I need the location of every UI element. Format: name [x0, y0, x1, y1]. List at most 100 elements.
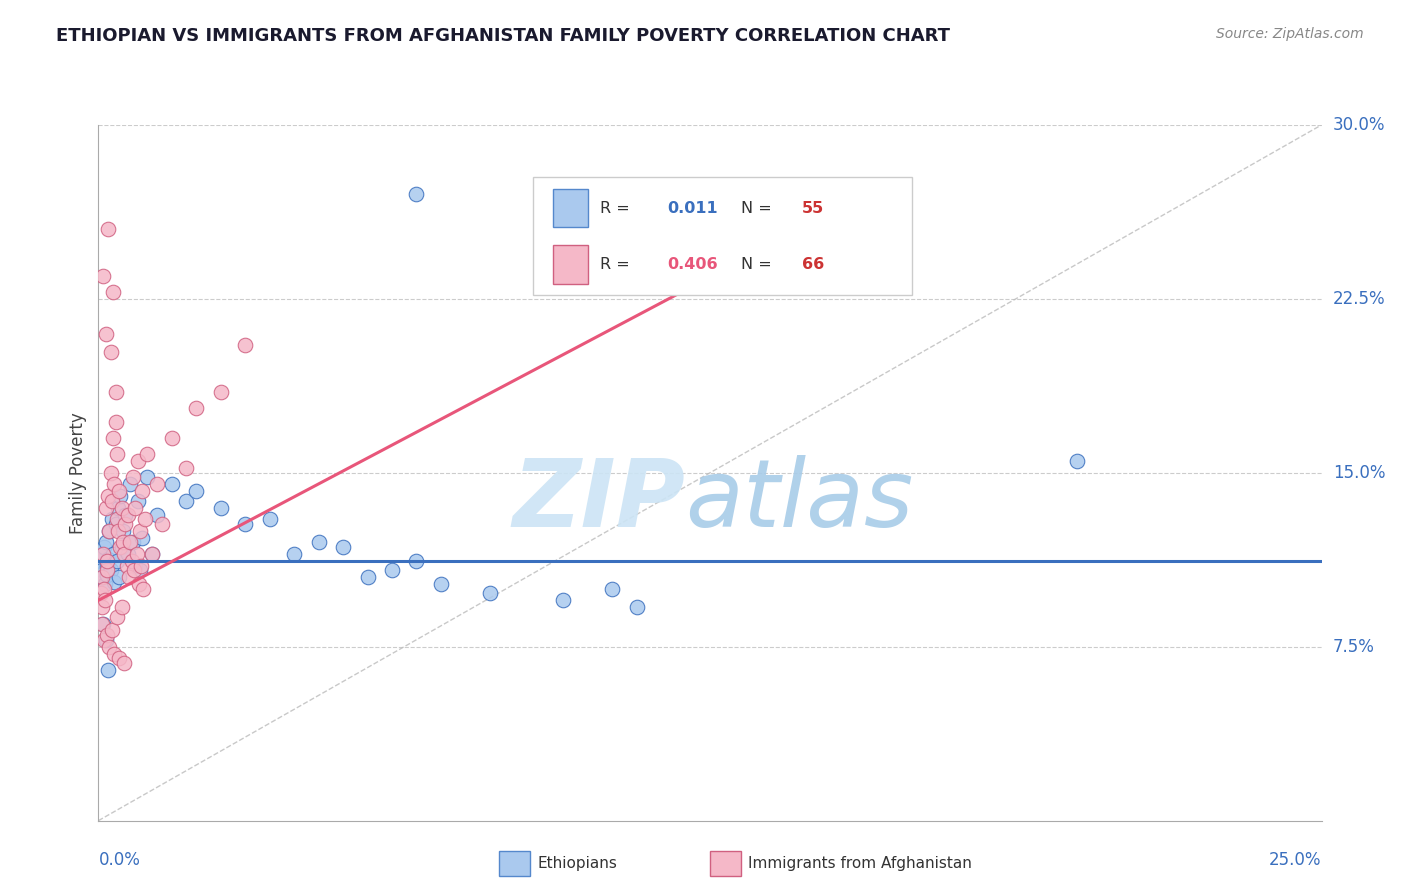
Point — [100, 493, 122, 508]
Point — [381, 563, 404, 577]
Point — [94, 326, 117, 341]
Point — [98, 524, 121, 538]
Point — [103, 647, 125, 661]
Point — [110, 489, 132, 503]
Text: Source: ZipAtlas.com: Source: ZipAtlas.com — [1216, 27, 1364, 41]
Point — [94, 632, 117, 647]
Point — [430, 577, 453, 591]
Point — [121, 470, 143, 484]
Text: 15.0%: 15.0% — [1333, 464, 1385, 482]
Text: 22.5%: 22.5% — [1333, 290, 1385, 308]
Point — [129, 563, 152, 577]
Point — [105, 554, 128, 568]
Point — [94, 577, 117, 591]
Point — [114, 516, 136, 531]
Point — [176, 461, 198, 475]
Text: 0.406: 0.406 — [668, 257, 718, 272]
Point — [93, 632, 115, 647]
Point — [111, 535, 134, 549]
Text: N =: N = — [741, 257, 776, 272]
Point — [101, 285, 124, 299]
Point — [600, 582, 623, 596]
Point — [98, 640, 121, 654]
Point — [100, 345, 122, 359]
Text: 66: 66 — [801, 257, 824, 272]
Point — [114, 508, 136, 522]
Point — [108, 484, 131, 499]
Y-axis label: Family Poverty: Family Poverty — [69, 412, 87, 533]
Point — [117, 508, 139, 522]
Point — [124, 558, 146, 573]
Point — [96, 558, 118, 573]
Point — [134, 512, 156, 526]
Point — [94, 593, 117, 607]
Point — [104, 384, 127, 399]
Point — [100, 563, 122, 577]
Point — [332, 540, 354, 554]
Point — [93, 582, 115, 596]
Point — [90, 554, 112, 568]
Point — [111, 524, 134, 538]
Point — [122, 563, 145, 577]
Point — [90, 570, 112, 584]
Point — [121, 535, 143, 549]
Text: 30.0%: 30.0% — [1333, 116, 1385, 134]
Point — [129, 524, 152, 538]
Point — [120, 477, 142, 491]
Point — [91, 547, 114, 561]
Point — [93, 540, 115, 554]
Point — [283, 547, 305, 561]
Point — [105, 512, 128, 526]
Point — [141, 547, 163, 561]
Point — [160, 431, 183, 445]
Point — [91, 616, 114, 631]
Point — [105, 609, 128, 624]
Text: Ethiopians: Ethiopians — [537, 856, 617, 871]
Point — [97, 551, 120, 566]
Point — [112, 656, 135, 670]
Text: ZIP: ZIP — [513, 455, 686, 547]
Point — [127, 493, 149, 508]
Point — [233, 338, 256, 352]
Point — [117, 547, 139, 561]
Text: ETHIOPIAN VS IMMIGRANTS FROM AFGHANISTAN FAMILY POVERTY CORRELATION CHART: ETHIOPIAN VS IMMIGRANTS FROM AFGHANISTAN… — [56, 27, 950, 45]
Point — [186, 401, 208, 415]
Point — [150, 516, 173, 531]
Point — [115, 558, 138, 573]
Point — [91, 268, 114, 283]
Point — [405, 187, 427, 202]
Point — [96, 628, 118, 642]
Point — [96, 563, 118, 577]
Point — [209, 500, 232, 515]
Point — [131, 558, 153, 573]
Point — [97, 222, 120, 236]
Point — [111, 540, 134, 554]
Point — [125, 547, 148, 561]
Point — [105, 447, 128, 461]
Point — [101, 624, 124, 638]
Point — [118, 570, 141, 584]
Point — [91, 570, 114, 584]
Point — [97, 489, 120, 503]
Point — [141, 547, 163, 561]
Point — [176, 493, 198, 508]
Point — [108, 651, 131, 665]
Point — [405, 554, 427, 568]
Point — [127, 454, 149, 468]
Point — [136, 470, 159, 484]
Point — [98, 524, 121, 538]
Point — [100, 512, 122, 526]
Point — [96, 567, 118, 582]
Point — [209, 384, 232, 399]
Point — [112, 547, 135, 561]
Point — [100, 466, 122, 480]
FancyBboxPatch shape — [533, 177, 912, 295]
Point — [96, 554, 118, 568]
Text: Immigrants from Afghanistan: Immigrants from Afghanistan — [748, 856, 972, 871]
Point — [1066, 454, 1088, 468]
Point — [104, 516, 127, 531]
Point — [259, 512, 281, 526]
Text: atlas: atlas — [686, 455, 914, 546]
Text: 25.0%: 25.0% — [1270, 851, 1322, 869]
Point — [97, 663, 120, 677]
